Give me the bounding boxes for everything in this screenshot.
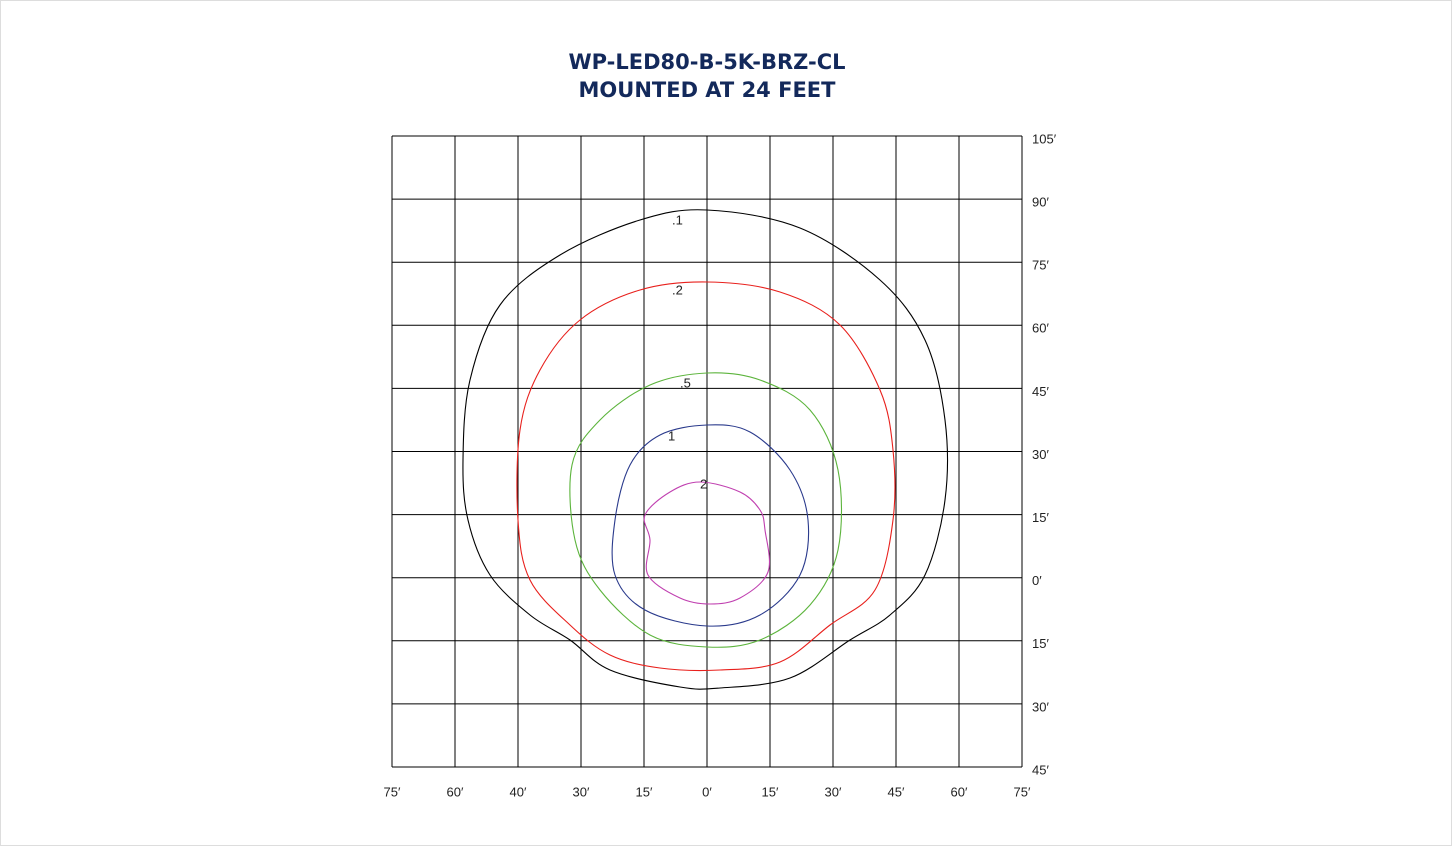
y-label: 105′ <box>1032 131 1057 146</box>
x-label: 15′ <box>762 784 779 799</box>
contour <box>569 372 843 648</box>
contour-label: .2 <box>672 282 683 297</box>
x-label: 60′ <box>951 784 968 799</box>
y-label: 15′ <box>1032 636 1049 651</box>
x-label: 75′ <box>384 784 401 799</box>
y-label: 45′ <box>1032 762 1049 777</box>
x-label: 30′ <box>825 784 842 799</box>
y-label: 30′ <box>1032 699 1049 714</box>
y-label: 30′ <box>1032 447 1049 462</box>
y-label: 15′ <box>1032 510 1049 525</box>
contour-label: .5 <box>680 375 691 390</box>
contour <box>643 481 771 605</box>
x-label: 40′ <box>510 784 527 799</box>
y-label: 90′ <box>1032 195 1049 210</box>
contour <box>611 424 810 627</box>
title-line: WP-LED80-B-5K-BRZ-CL <box>568 50 845 74</box>
title-line: MOUNTED AT 24 FEET <box>579 78 837 102</box>
x-label: 75′ <box>1014 784 1031 799</box>
plot: 105′90′75′60′45′30′15′0′15′30′45′75′ 60′ 4… <box>384 131 1057 799</box>
x-label: 15′ <box>636 784 653 799</box>
contour-label: 2 <box>700 476 707 491</box>
y-label: 45′ <box>1032 384 1049 399</box>
contour-label: 1 <box>668 428 675 443</box>
y-label: 60′ <box>1032 321 1049 336</box>
contour <box>462 209 949 690</box>
x-label: 0′ <box>702 784 712 799</box>
contour-label: .1 <box>672 212 683 227</box>
x-label: 45′ <box>888 784 905 799</box>
contour <box>516 281 896 672</box>
x-label: 60′ <box>447 784 464 799</box>
y-label: 0′ <box>1032 573 1042 588</box>
x-label: 30′ <box>573 784 590 799</box>
y-label: 75′ <box>1032 258 1049 273</box>
